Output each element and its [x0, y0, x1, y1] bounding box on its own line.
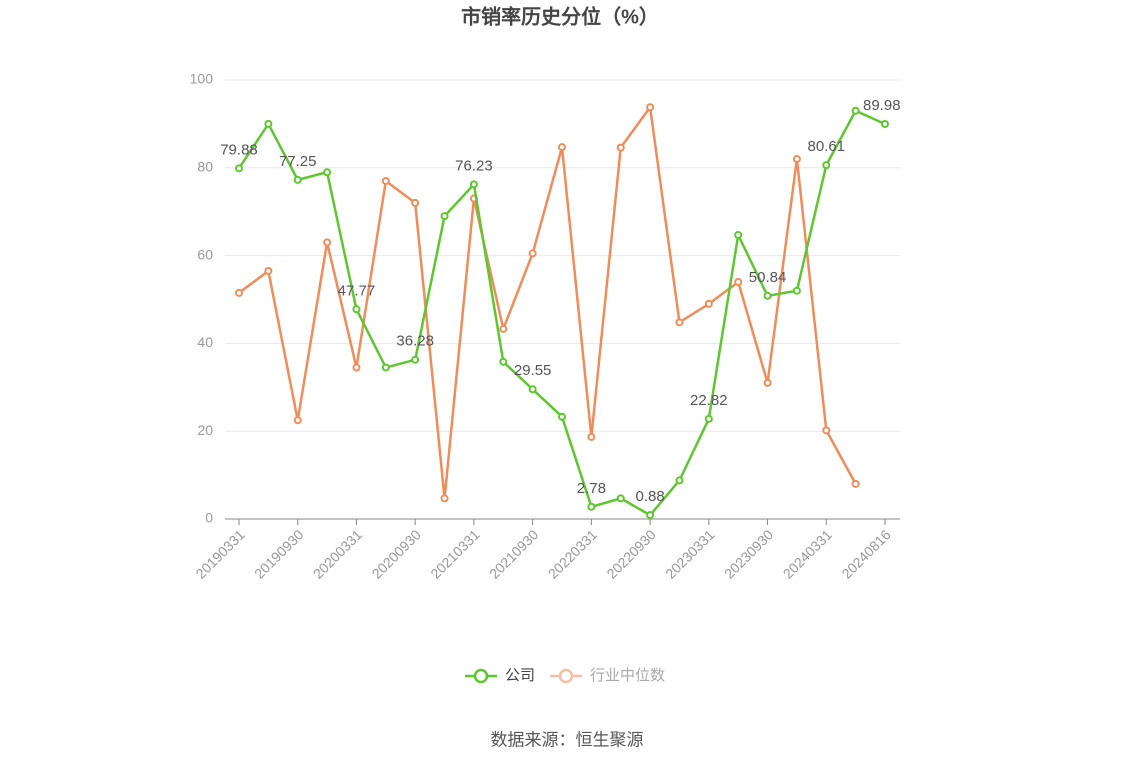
- y-tick-label: 0: [205, 510, 213, 526]
- series-line: [238, 103, 857, 499]
- data-point: [675, 318, 684, 327]
- legend-label: 行业中位数: [590, 667, 665, 684]
- data-point: [440, 494, 449, 503]
- data-label: 50.84: [749, 269, 787, 286]
- data-point: [734, 230, 743, 239]
- series-line: [237, 109, 886, 517]
- legend-item: 公司: [465, 667, 535, 684]
- data-point: [528, 385, 537, 394]
- data-label: 89.98: [863, 97, 901, 114]
- data-label: 80.61: [807, 138, 845, 155]
- data-point: [763, 378, 772, 387]
- data-point: [293, 416, 302, 425]
- x-tick-label: 20200331: [310, 526, 366, 582]
- data-point: [851, 106, 860, 115]
- data-point: [411, 198, 420, 207]
- data-point: [792, 155, 801, 164]
- data-label: 47.77: [338, 282, 376, 299]
- y-tick-label: 80: [197, 159, 213, 175]
- legend-item: 行业中位数: [550, 667, 665, 684]
- x-tick-label: 20190930: [251, 526, 307, 582]
- x-tick-label: 20220331: [545, 526, 601, 582]
- data-point: [264, 266, 273, 275]
- data-point: [499, 324, 508, 333]
- data-point: [822, 161, 831, 170]
- data-label: 2.78: [577, 480, 606, 497]
- source: 数据来源：恒生聚源: [491, 730, 644, 749]
- y-tick-label: 20: [197, 422, 213, 438]
- legend-label: 公司: [505, 667, 535, 684]
- data-point: [822, 426, 831, 435]
- data-label: 36.28: [396, 333, 434, 350]
- data-point: [704, 414, 713, 423]
- data-point: [558, 143, 566, 152]
- data-point: [235, 164, 243, 173]
- x-tick-label: 20220930: [603, 526, 659, 582]
- data-point: [675, 476, 684, 485]
- x-tick-label: 20210930: [486, 526, 542, 582]
- x-tick-label: 20240816: [838, 526, 894, 582]
- data-point: [235, 288, 243, 297]
- data-point: [792, 286, 801, 295]
- data-point: [499, 357, 508, 366]
- data-label: 77.25: [279, 153, 317, 170]
- x-tick-label: 20210331: [427, 526, 483, 582]
- x-tick-label: 20200930: [369, 526, 425, 582]
- data-point: [616, 494, 625, 503]
- data-label: 29.55: [514, 362, 552, 379]
- data-point: [763, 291, 772, 300]
- data-point: [411, 355, 420, 364]
- data-point: [469, 180, 478, 189]
- data-point: [881, 119, 889, 128]
- data-point: [587, 432, 596, 441]
- data-point: [440, 212, 449, 221]
- data-point: [616, 143, 625, 152]
- data-point: [323, 168, 332, 177]
- data-point: [646, 103, 655, 112]
- data-point: [528, 249, 537, 258]
- chart-title: 市销率历史分位（%）: [461, 4, 659, 28]
- data-point: [352, 305, 361, 314]
- data-point: [646, 511, 655, 520]
- data-label: 79.88: [220, 141, 258, 158]
- data-point: [323, 238, 332, 247]
- data-point: [381, 176, 390, 185]
- data-point: [734, 277, 743, 286]
- y-tick-label: 100: [190, 71, 214, 87]
- legend-marker: [473, 668, 489, 684]
- data-label: 22.82: [690, 392, 728, 409]
- data-label: 76.23: [455, 157, 493, 174]
- data-point: [264, 119, 273, 128]
- data-point: [293, 175, 302, 184]
- data-point: [558, 412, 566, 421]
- x-tick-label: 20230331: [662, 526, 718, 582]
- data-point: [352, 363, 361, 372]
- data-point: [587, 502, 596, 511]
- data-point: [381, 363, 390, 372]
- data-label: 0.88: [635, 488, 664, 505]
- x-tick-label: 20240331: [780, 526, 836, 582]
- x-tick-label: 20190331: [192, 526, 248, 582]
- y-tick-label: 40: [197, 334, 213, 350]
- data-point: [704, 299, 713, 308]
- x-tick-label: 20230930: [721, 526, 777, 582]
- legend-marker: [558, 668, 574, 684]
- data-point: [851, 479, 860, 488]
- y-tick-label: 60: [197, 246, 213, 262]
